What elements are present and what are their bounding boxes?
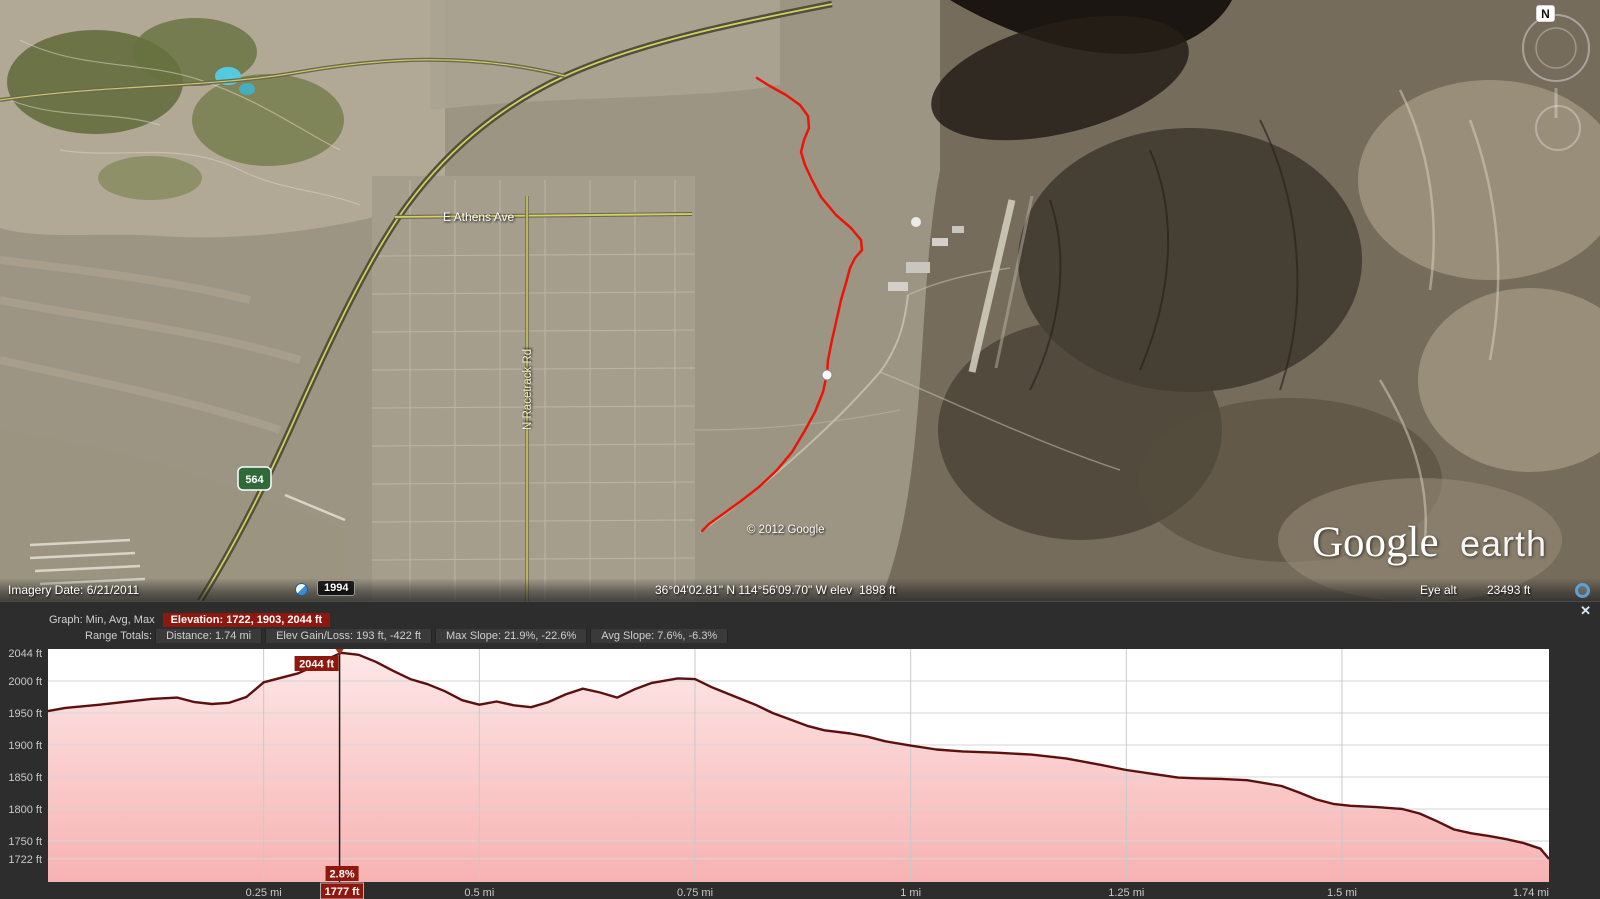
svg-text:earth: earth bbox=[1460, 523, 1547, 564]
map-viewport[interactable]: ​ E Athens Ave N Racetrack Rd 564 © 2012… bbox=[0, 0, 1600, 601]
chart-header-row2: Range Totals: Distance: 1.74 mi Elev Gai… bbox=[85, 629, 729, 643]
x-tick-label: 1.25 mi bbox=[1108, 887, 1144, 899]
y-tick-label: 1950 ft bbox=[8, 708, 42, 720]
racetrack-rd-label: N Racetrack Rd bbox=[522, 349, 534, 430]
x-tick-label: 0.25 mi bbox=[246, 887, 282, 899]
marker-elevation-label: 2044 ft bbox=[299, 659, 334, 671]
navigation-controls[interactable]: N bbox=[1522, 4, 1590, 151]
historical-imagery-clock-icon[interactable] bbox=[295, 583, 308, 596]
y-tick-label: 2044 ft bbox=[8, 648, 42, 660]
y-tick-label: 1750 ft bbox=[8, 836, 42, 848]
close-icon[interactable]: ✕ bbox=[1580, 603, 1591, 618]
y-tick-label: 1722 ft bbox=[8, 854, 42, 866]
gps-track-path[interactable] bbox=[700, 76, 864, 533]
y-tick-label: 1850 ft bbox=[8, 772, 42, 784]
marker-slope-label: 2.8% bbox=[330, 869, 355, 881]
svg-text:Google: Google bbox=[1312, 519, 1439, 566]
svg-text:N: N bbox=[1541, 7, 1550, 21]
marker-distance-elevation-label: 1777 ft bbox=[325, 886, 360, 898]
imagery-date-label: Imagery Date: 6/21/2011 bbox=[8, 583, 140, 597]
elevation-chart[interactable]: 2044 ft 2000 ft 1950 ft 1900 ft 1850 ft 1800 … bbox=[0, 602, 1600, 899]
track-position-marker[interactable] bbox=[821, 369, 833, 381]
graph-min-avg-max-label: Graph: Min, Avg, Max bbox=[49, 614, 155, 626]
athens-ave-road bbox=[394, 212, 693, 219]
status-bar: Imagery Date: 6/21/2011 1994 36°04'02.81… bbox=[0, 579, 1600, 601]
marker-distance-elevation-badge bbox=[320, 882, 364, 899]
svg-text:564: 564 bbox=[245, 474, 264, 486]
y-tick-label: 1900 ft bbox=[8, 740, 42, 752]
eye-alt-label: Eye alt bbox=[1420, 583, 1457, 597]
athens-ave-label: E Athens Ave bbox=[443, 210, 514, 224]
route-564-shield: 564 bbox=[237, 466, 272, 491]
range-totals-label: Range Totals: bbox=[85, 630, 153, 642]
x-tick-label: 0.75 mi bbox=[677, 887, 713, 899]
chart-header-row1: Graph: Min, Avg, Max Elevation: 1722, 19… bbox=[49, 613, 331, 627]
streetview-pegman-icon[interactable] bbox=[1575, 583, 1590, 598]
satellite-imagery: ​ E Athens Ave N Racetrack Rd 564 © 2012… bbox=[0, 0, 1600, 601]
x-tick-label: 1.5 mi bbox=[1327, 887, 1357, 899]
elevation-summary-badge: Elevation: 1722, 1903, 2044 ft bbox=[162, 613, 331, 627]
facility-buildings bbox=[888, 195, 1034, 373]
eye-alt-value: 23493 ft bbox=[1487, 583, 1531, 597]
marker-slope-badge bbox=[325, 866, 359, 881]
marker-peak-pointer bbox=[335, 649, 344, 655]
elevation-profile-panel: 2044 ft 2000 ft 1950 ft 1900 ft 1850 ft 1800 … bbox=[0, 601, 1600, 899]
map-copyright: © 2012 Google bbox=[747, 524, 825, 536]
marker-elevation-badge bbox=[294, 656, 339, 671]
x-tick-label: 1 mi bbox=[900, 887, 921, 899]
stat-elev-gain-loss: Elev Gain/Loss: 193 ft, -422 ft bbox=[265, 629, 432, 643]
stat-max-slope: Max Slope: 21.9%, -22.6% bbox=[434, 629, 588, 643]
elevation-area-fill bbox=[48, 652, 1549, 882]
pointer-coordinates: 36°04'02.81" N 114°56'09.70" W elev 1898… bbox=[655, 583, 896, 597]
imagery-year-badge[interactable]: 1994 bbox=[317, 580, 356, 596]
y-tick-label: 1800 ft bbox=[8, 804, 42, 816]
google-earth-logo: Google earth bbox=[1312, 519, 1547, 566]
x-tick-label: 0.5 mi bbox=[464, 887, 494, 899]
stat-avg-slope: Avg Slope: 7.6%, -6.3% bbox=[590, 629, 729, 643]
compass-north-button[interactable]: N bbox=[1535, 4, 1556, 23]
stat-distance: Distance: 1.74 mi bbox=[155, 629, 263, 643]
y-tick-label: 2000 ft bbox=[8, 676, 42, 688]
x-tick-label: 1.74 mi bbox=[1513, 887, 1549, 899]
satellite-terrain bbox=[0, 0, 1600, 601]
